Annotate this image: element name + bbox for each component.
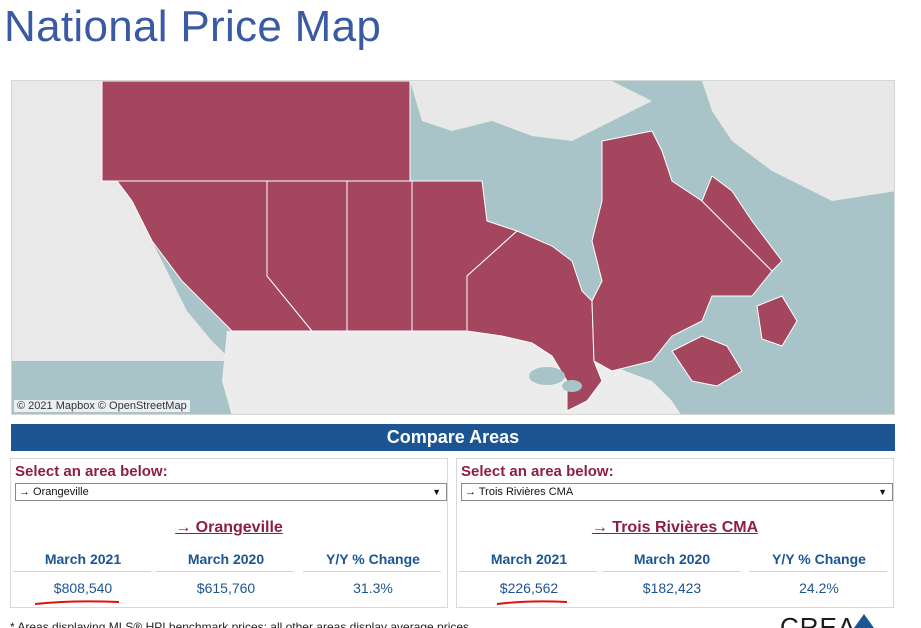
- divider: [13, 571, 151, 572]
- compare-areas-header: Compare Areas: [11, 424, 895, 451]
- region-north[interactable]: [101, 81, 411, 182]
- price-prior: $615,760: [196, 580, 256, 596]
- header-yoy-change: Y/Y % Change: [772, 551, 866, 567]
- price-current: $226,562: [499, 580, 559, 596]
- region-labrador[interactable]: [701, 175, 783, 272]
- divider: [459, 571, 597, 572]
- area-name-link[interactable]: → Orangeville: [175, 519, 283, 536]
- region-alberta[interactable]: [266, 180, 348, 332]
- chevron-down-icon[interactable]: ▼: [878, 487, 887, 497]
- red-underline-mark: [34, 600, 120, 605]
- select-area-label: Select an area below:: [15, 463, 168, 480]
- divider: [156, 571, 294, 572]
- chevron-down-icon[interactable]: ▼: [432, 487, 441, 497]
- header-yoy-change: Y/Y % Change: [326, 551, 420, 567]
- price-current: $808,540: [53, 580, 113, 596]
- divider: [749, 571, 887, 572]
- lake: [562, 380, 582, 392]
- region-ontario[interactable]: [466, 230, 603, 412]
- crea-logo: CREA: [780, 612, 857, 628]
- map-canvas[interactable]: [12, 81, 895, 415]
- header-current-month: March 2021: [490, 551, 568, 567]
- red-underline-mark: [496, 600, 568, 605]
- map-attribution[interactable]: © 2021 Mapbox © OpenStreetMap: [14, 400, 190, 412]
- region-quebec[interactable]: [591, 130, 773, 372]
- greenland: [702, 81, 894, 201]
- logo-triangle-icon: [854, 614, 874, 628]
- alaska-land: [12, 81, 232, 361]
- compare-panel-left: Select an area below: → Orangeville ▼ → …: [10, 458, 448, 608]
- arctic-islands: [410, 81, 652, 141]
- region-maritimes[interactable]: [671, 335, 743, 387]
- area-name-link[interactable]: → Trois Rivières CMA: [591, 519, 759, 536]
- price-map[interactable]: © 2021 Mapbox © OpenStreetMap: [11, 80, 895, 415]
- header-prior-year-month: March 2020: [633, 551, 711, 567]
- header-prior-year-month: March 2020: [187, 551, 265, 567]
- yoy-change-value: 24.2%: [799, 580, 839, 596]
- area-select-dropdown[interactable]: → Orangeville ▼: [15, 483, 447, 501]
- price-prior: $182,423: [642, 580, 702, 596]
- region-newfoundland[interactable]: [756, 295, 798, 347]
- footnote: * Areas displaying MLS® HPI benchmark pr…: [10, 620, 470, 628]
- select-area-label: Select an area below:: [461, 463, 614, 480]
- compare-panel-right: Select an area below: → Trois Rivières C…: [456, 458, 894, 608]
- header-current-month: March 2021: [44, 551, 122, 567]
- yoy-change-value: 31.3%: [353, 580, 393, 596]
- divider: [303, 571, 441, 572]
- region-saskatchewan[interactable]: [346, 180, 413, 332]
- divider: [602, 571, 740, 572]
- area-select-value: → Trois Rivières CMA: [465, 486, 574, 498]
- area-select-value: → Orangeville: [19, 486, 89, 498]
- lake: [529, 367, 565, 385]
- area-select-dropdown[interactable]: → Trois Rivières CMA ▼: [461, 483, 893, 501]
- page-title: National Price Map: [4, 2, 382, 51]
